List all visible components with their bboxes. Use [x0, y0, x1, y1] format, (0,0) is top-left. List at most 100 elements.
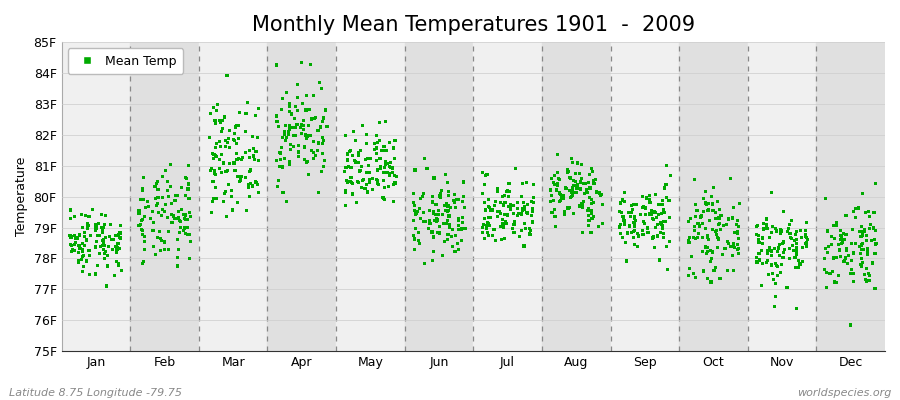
- Point: [431, 211, 446, 218]
- Point: [554, 197, 568, 204]
- Point: [562, 168, 576, 175]
- Point: [570, 182, 584, 188]
- Point: [519, 179, 534, 186]
- Point: [698, 244, 713, 251]
- Point: [553, 198, 567, 204]
- Point: [655, 223, 670, 229]
- Point: [82, 252, 96, 258]
- Point: [701, 207, 716, 213]
- Point: [288, 133, 302, 139]
- Point: [75, 246, 89, 252]
- Point: [243, 167, 257, 173]
- Point: [708, 209, 723, 215]
- Point: [248, 178, 263, 184]
- Point: [487, 226, 501, 232]
- Point: [111, 240, 125, 246]
- Point: [161, 194, 176, 200]
- Point: [147, 243, 161, 250]
- Point: [784, 217, 798, 224]
- Point: [595, 201, 609, 208]
- Point: [568, 178, 582, 184]
- Point: [173, 229, 187, 235]
- Point: [835, 239, 850, 245]
- Point: [157, 208, 171, 215]
- Point: [792, 257, 806, 264]
- Point: [768, 294, 782, 300]
- Point: [799, 241, 814, 248]
- Point: [416, 191, 430, 197]
- Point: [750, 223, 764, 230]
- Point: [655, 201, 670, 207]
- Point: [386, 198, 400, 205]
- Point: [713, 206, 727, 212]
- Point: [88, 244, 103, 250]
- Point: [799, 243, 814, 250]
- Point: [860, 238, 874, 244]
- Point: [93, 250, 107, 256]
- Point: [232, 173, 247, 180]
- Point: [695, 220, 709, 226]
- Point: [351, 152, 365, 159]
- Point: [112, 234, 127, 240]
- Point: [104, 222, 118, 228]
- Point: [866, 260, 880, 266]
- Point: [688, 214, 702, 220]
- Point: [389, 180, 403, 186]
- Point: [731, 242, 745, 248]
- Point: [388, 137, 402, 143]
- Point: [548, 213, 562, 219]
- Point: [624, 209, 638, 216]
- Point: [225, 207, 239, 213]
- Point: [576, 180, 590, 187]
- Point: [206, 178, 220, 185]
- Point: [424, 220, 438, 227]
- Point: [370, 167, 384, 173]
- Point: [576, 198, 590, 204]
- Point: [406, 233, 420, 239]
- Point: [569, 186, 583, 192]
- Point: [768, 260, 782, 267]
- Point: [860, 265, 874, 272]
- Point: [180, 176, 194, 182]
- Point: [547, 206, 562, 212]
- Point: [627, 224, 642, 230]
- Point: [406, 200, 420, 206]
- Point: [498, 236, 512, 242]
- Point: [99, 235, 113, 241]
- Point: [732, 250, 746, 257]
- Point: [304, 116, 319, 122]
- Point: [503, 206, 517, 212]
- Point: [283, 126, 297, 132]
- Point: [158, 202, 173, 208]
- Point: [360, 182, 374, 188]
- Point: [171, 246, 185, 252]
- Point: [700, 234, 715, 241]
- Point: [168, 192, 183, 199]
- Point: [820, 228, 834, 234]
- Point: [456, 179, 471, 186]
- Point: [698, 243, 713, 249]
- Point: [581, 180, 596, 186]
- Point: [789, 236, 804, 243]
- Point: [483, 207, 498, 213]
- Point: [835, 238, 850, 244]
- Point: [844, 266, 859, 273]
- Point: [817, 256, 832, 262]
- Point: [681, 238, 696, 244]
- Point: [510, 205, 525, 211]
- Point: [856, 191, 870, 197]
- Point: [820, 250, 834, 256]
- Point: [710, 234, 724, 240]
- Point: [432, 223, 446, 230]
- Point: [248, 157, 262, 163]
- Point: [150, 234, 165, 241]
- Point: [582, 171, 597, 177]
- Point: [798, 240, 813, 247]
- Point: [112, 230, 127, 236]
- Point: [113, 235, 128, 242]
- Point: [167, 197, 182, 204]
- Point: [517, 243, 531, 249]
- Point: [160, 178, 175, 185]
- Point: [182, 196, 196, 202]
- Point: [170, 192, 184, 199]
